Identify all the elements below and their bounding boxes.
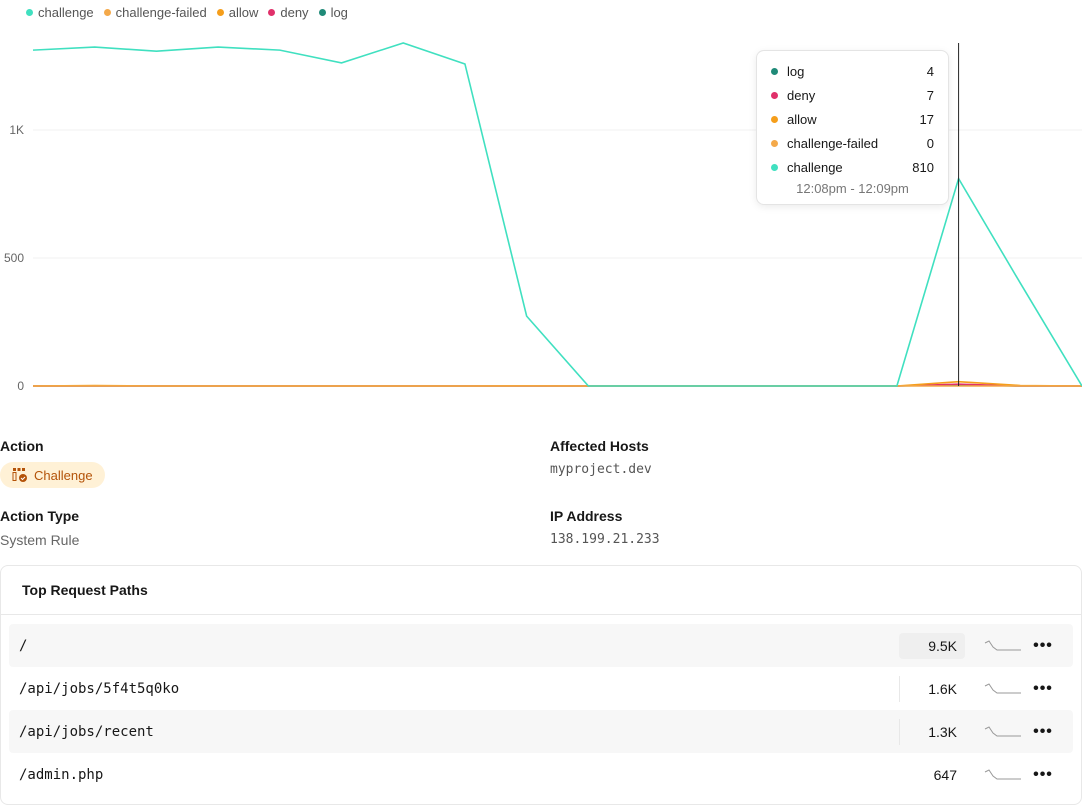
dot-icon bbox=[771, 163, 778, 171]
legend-item[interactable]: challenge-failed bbox=[103, 5, 207, 20]
series-line-challenge bbox=[32, 42, 1082, 387]
hosts-field: Affected Hosts myproject.dev bbox=[550, 438, 652, 477]
dot-icon bbox=[771, 91, 778, 99]
tooltip-range: 12:08pm - 12:09pm bbox=[796, 181, 909, 196]
sparkline bbox=[984, 768, 1021, 779]
dot-icon bbox=[216, 9, 224, 16]
y-tick-label: 1K bbox=[9, 123, 24, 137]
challenge-icon bbox=[12, 468, 27, 482]
chart-tooltip: log 4 deny 7 allow 17 challenge-failed 0 challen… bbox=[756, 50, 949, 205]
tooltip-row: log 4 bbox=[771, 59, 934, 83]
more-options-button[interactable]: ••• bbox=[1033, 722, 1053, 740]
more-options-button[interactable]: ••• bbox=[1033, 765, 1053, 783]
action-type-field: Action Type System Rule bbox=[0, 508, 80, 548]
ip-field: IP Address 138.199.21.233 bbox=[550, 508, 660, 547]
path-row[interactable]: /api/jobs/recent 1.3K ••• bbox=[9, 710, 1073, 753]
more-options-button[interactable]: ••• bbox=[1033, 636, 1053, 654]
y-tick-label: 0 bbox=[17, 379, 24, 393]
tooltip-row: allow 17 bbox=[771, 107, 934, 131]
legend-item[interactable]: allow bbox=[216, 5, 258, 20]
legend-item[interactable]: deny bbox=[268, 5, 309, 20]
action-badge: Challenge bbox=[0, 462, 105, 488]
tooltip-row: challenge-failed 0 bbox=[771, 131, 934, 155]
tooltip-row: challenge 810 bbox=[771, 155, 934, 179]
legend-item[interactable]: challenge bbox=[26, 5, 94, 20]
action-field: Action Challenge bbox=[0, 438, 105, 488]
chart-legend: challenge challenge-failed allow deny lo… bbox=[26, 5, 348, 20]
traffic-chart[interactable]: 0 500 1K bbox=[0, 0, 1082, 400]
path-row[interactable]: /api/jobs/5f4t5q0ko 1.6K ••• bbox=[9, 667, 1073, 710]
tooltip-row: deny 7 bbox=[771, 83, 934, 107]
path-row[interactable]: /9.5K ••• bbox=[9, 624, 1073, 667]
dot-icon bbox=[26, 9, 33, 16]
top-request-paths-panel: Top Request Paths /9.5K •••/api/jobs/5f4t… bbox=[0, 565, 1082, 805]
dot-icon bbox=[771, 139, 778, 147]
more-options-button[interactable]: ••• bbox=[1033, 679, 1053, 697]
path-row[interactable]: /admin.php 647 ••• bbox=[9, 753, 1073, 796]
dot-icon bbox=[103, 9, 111, 16]
panel-title: Top Request Paths bbox=[1, 566, 1081, 615]
dot-icon bbox=[268, 9, 276, 16]
dot-icon bbox=[771, 67, 778, 75]
sparkline bbox=[984, 725, 1021, 736]
y-tick-label: 500 bbox=[4, 251, 24, 265]
dot-icon bbox=[771, 115, 778, 123]
sparkline bbox=[984, 639, 1021, 650]
dot-icon bbox=[318, 9, 326, 16]
legend-item[interactable]: log bbox=[318, 5, 348, 20]
sparkline bbox=[984, 682, 1021, 693]
